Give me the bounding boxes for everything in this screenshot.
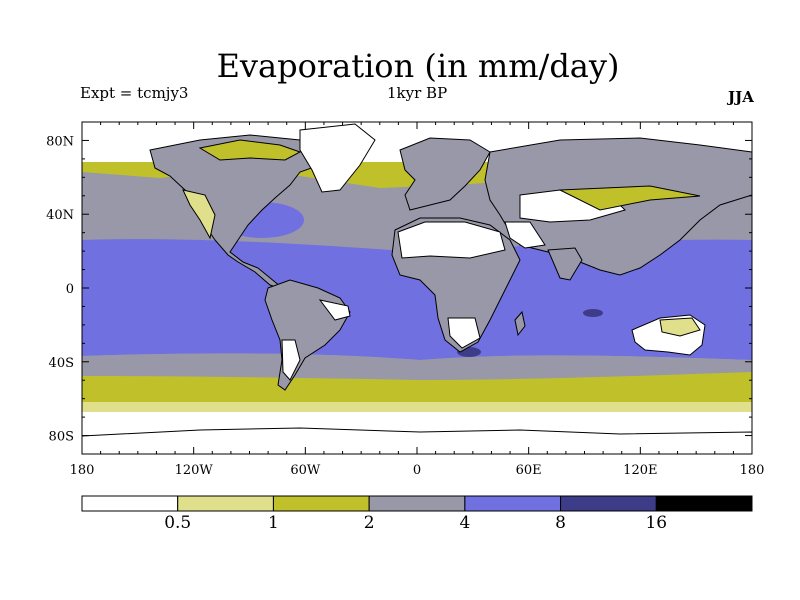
south-subtropical-band: [82, 353, 752, 380]
y-axis: 80N 40N 0 40S 80S: [46, 134, 752, 445]
colorbar-label: 1: [268, 513, 279, 533]
map-field: [82, 122, 752, 454]
europe: [399, 137, 491, 211]
colorbar-swatch: [177, 495, 274, 512]
x-tick-label: 180: [70, 463, 95, 478]
y-tick-label: 0: [66, 282, 74, 297]
brazil-northeast-dry: [318, 299, 351, 321]
y-tick-label: 40N: [46, 208, 74, 223]
y-tick-label: 40S: [49, 356, 74, 371]
continents: [82, 123, 752, 454]
colorbar-swatch: [272, 495, 370, 512]
y-tick-label: 80S: [49, 430, 74, 445]
canada-band: [198, 139, 302, 161]
x-axis: 180 120W 60W 0 60E 120E 180: [70, 122, 765, 478]
mongolia-band: [558, 185, 701, 211]
australia-north: [659, 317, 701, 337]
colorbar-swatch: [655, 495, 753, 512]
colorbar-label: 4: [459, 513, 470, 533]
andes-dry: [281, 339, 301, 381]
kalahari: [447, 317, 481, 349]
colorbar-swatch: [81, 495, 179, 512]
south-light-band: [82, 402, 752, 412]
x-tick-label: 60W: [290, 463, 321, 478]
madagascar: [514, 310, 526, 337]
arabia-dry: [504, 221, 546, 249]
colorbar-swatch: [560, 495, 657, 512]
season-label: JJA: [728, 88, 754, 106]
colorbar-swatch: [464, 495, 562, 512]
north-america-west-dry: [182, 189, 216, 240]
colorbar-label: 16: [645, 513, 667, 533]
period-label: 1kyr BP: [387, 84, 448, 102]
antarctica: [82, 427, 752, 454]
x-tick-label: 0: [413, 463, 421, 478]
x-tick-label: 60E: [516, 463, 542, 478]
south-mid-band: [82, 372, 752, 402]
map-title: Evaporation (in mm/day): [216, 47, 620, 85]
colorbar-label: 0.5: [164, 513, 191, 533]
india: [547, 247, 583, 281]
colorbar: 0.5 1 2 4 8 16: [81, 495, 753, 533]
y-tick-label: 80N: [46, 134, 74, 149]
greenland: [299, 123, 376, 193]
colorbar-swatch: [368, 495, 466, 512]
colorbar-label: 8: [555, 513, 566, 533]
x-tick-label: 120W: [175, 463, 214, 478]
indian-ocean-max: [583, 309, 603, 317]
sahara: [397, 221, 506, 259]
experiment-label: Expt = tcmjy3: [80, 84, 189, 102]
colorbar-label: 2: [364, 513, 375, 533]
x-tick-label: 120E: [623, 463, 657, 478]
x-tick-label: 180: [740, 463, 765, 478]
